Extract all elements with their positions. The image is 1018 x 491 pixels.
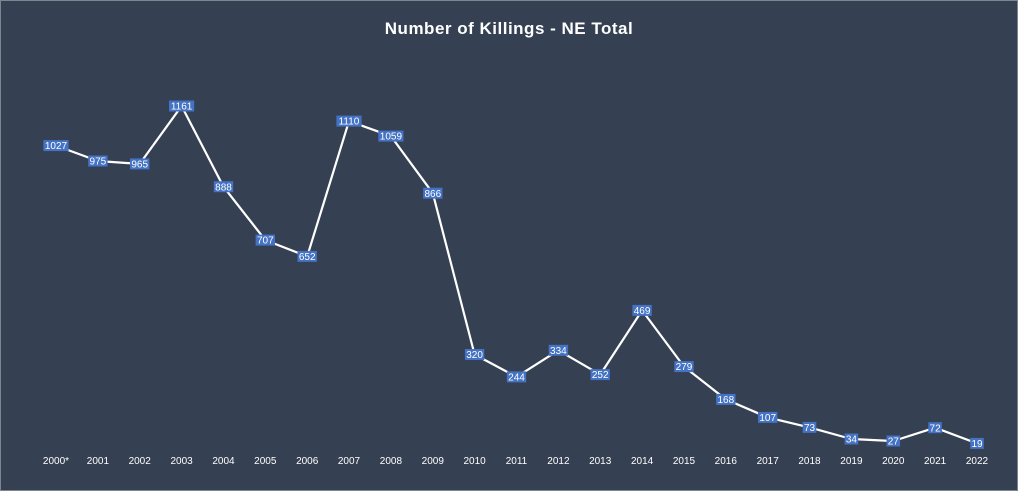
data-label: 965	[130, 158, 150, 171]
x-tick-label: 2013	[589, 456, 612, 467]
data-label: 888	[213, 181, 234, 193]
data-label-box	[802, 421, 817, 433]
data-label: 320	[464, 349, 485, 361]
data-label-text: 34	[846, 435, 858, 446]
data-label: 975	[88, 155, 108, 168]
data-label-text: 707	[257, 236, 274, 247]
data-label: 19	[970, 437, 984, 450]
x-tick-label: 2000*	[43, 456, 69, 467]
data-label-text: 888	[215, 182, 232, 193]
x-tick-label: 2011	[506, 456, 528, 467]
data-label: 334	[548, 344, 569, 357]
data-label-box	[297, 250, 317, 262]
x-tick-label: 2020	[882, 456, 905, 467]
data-label-box	[255, 234, 275, 246]
data-label-box	[506, 371, 527, 383]
x-axis-ticks: 2000* 2001 2002 2003 2004 2005 2006 2007 2008 200…	[43, 456, 989, 467]
data-label: 107	[758, 411, 778, 424]
x-tick-label: 2016	[715, 456, 738, 467]
data-labels: 1027 975 965 1161 888 707 652 1110 1059 866 320 244…	[43, 100, 984, 450]
data-label-text: 975	[90, 157, 107, 168]
data-label-text: 27	[888, 437, 900, 448]
data-label-box	[970, 437, 984, 449]
data-label: 1110	[336, 115, 362, 128]
data-label-text: 334	[550, 346, 567, 357]
data-label: 34	[844, 433, 859, 446]
data-label-box	[590, 369, 610, 381]
data-label-text: 279	[676, 362, 693, 373]
x-tick-label: 2003	[170, 456, 193, 467]
data-label-text: 1027	[45, 141, 68, 152]
x-tick-label: 2012	[547, 456, 570, 467]
data-label: 707	[255, 234, 275, 247]
data-label-text: 72	[930, 423, 942, 434]
data-label-box	[844, 433, 859, 445]
data-label-box	[88, 155, 108, 167]
x-tick-label: 2017	[757, 456, 780, 467]
data-label-text: 965	[131, 160, 148, 171]
x-tick-label: 2010	[463, 456, 486, 467]
data-label-text: 244	[508, 373, 525, 384]
x-tick-label: 2004	[212, 456, 235, 467]
data-label-box	[43, 140, 69, 152]
x-tick-label: 2018	[798, 456, 821, 467]
data-label-text: 252	[592, 370, 609, 381]
data-label-box	[213, 181, 234, 193]
x-tick-label: 2021	[924, 456, 947, 467]
x-tick-label: 2022	[966, 456, 989, 467]
data-label: 168	[716, 393, 736, 406]
data-label-text: 652	[299, 252, 316, 263]
data-label-box	[378, 130, 404, 142]
data-label-box	[130, 158, 150, 170]
data-label: 866	[423, 187, 443, 200]
x-tick-label: 2019	[840, 456, 863, 467]
data-label: 279	[674, 361, 694, 373]
data-label-box	[464, 349, 485, 360]
data-label-box	[928, 422, 942, 434]
data-label-box	[169, 100, 195, 112]
data-label: 469	[632, 304, 652, 317]
x-tick-label: 2009	[422, 456, 445, 467]
data-label: 1161	[169, 100, 195, 113]
x-tick-label: 2005	[254, 456, 277, 467]
x-tick-label: 2002	[129, 456, 152, 467]
x-tick-label: 2015	[673, 456, 696, 467]
series-line	[54, 104, 979, 445]
data-label-box	[674, 361, 694, 373]
data-label: 73	[802, 421, 817, 434]
data-label-text: 107	[759, 413, 776, 424]
series-group	[54, 104, 979, 445]
data-label: 252	[590, 369, 610, 381]
data-label-box	[886, 435, 901, 447]
x-tick-label: 2007	[338, 456, 361, 467]
data-label-box	[336, 115, 362, 127]
x-tick-label: 2006	[296, 456, 319, 467]
data-label: 27	[886, 435, 901, 448]
data-label-text: 1059	[380, 132, 403, 143]
data-label-text: 1161	[171, 102, 193, 113]
data-label: 72	[928, 422, 942, 434]
data-label-text: 1110	[339, 117, 360, 128]
data-label-text: 320	[466, 350, 483, 361]
x-tick-label: 2014	[631, 456, 654, 467]
data-label-text: 469	[634, 306, 651, 317]
data-label-text: 73	[804, 423, 816, 434]
data-label-box	[758, 411, 778, 423]
x-tick-label: 2008	[380, 456, 403, 467]
data-label-text: 19	[971, 439, 983, 450]
data-label-box	[632, 304, 652, 316]
data-label: 1027	[43, 140, 69, 152]
data-label-box	[716, 393, 736, 405]
data-label-box	[423, 187, 443, 199]
chart-title: Number of Killings - NE Total	[385, 19, 633, 38]
data-label: 244	[506, 371, 527, 384]
data-label: 1059	[378, 130, 404, 143]
data-label-box	[548, 344, 569, 356]
data-label-text: 168	[717, 395, 734, 406]
x-tick-label: 2001	[87, 456, 110, 467]
data-label: 652	[297, 250, 317, 263]
data-label-text: 866	[424, 189, 441, 200]
